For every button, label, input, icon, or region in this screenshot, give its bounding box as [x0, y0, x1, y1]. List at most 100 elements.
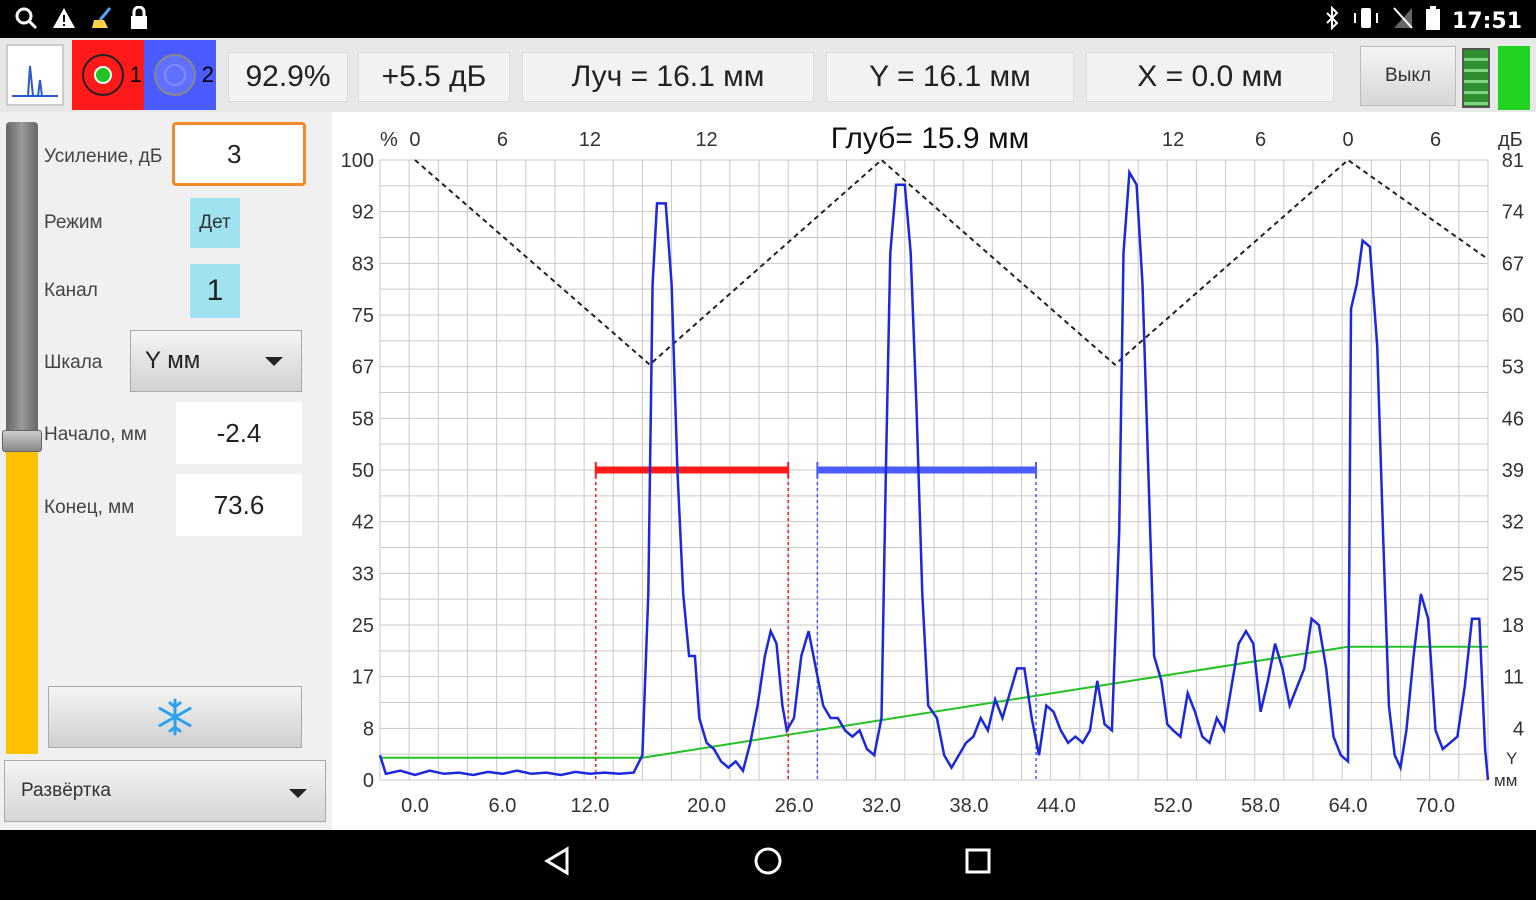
- chart-title: Глуб= 15.9 мм: [831, 122, 1029, 155]
- warning-icon: [52, 6, 76, 36]
- snowflake-icon: [158, 698, 192, 736]
- scale-label: Шкала: [44, 352, 103, 373]
- broom-icon: [90, 6, 114, 36]
- y-readout: Y = 16.1 мм: [826, 52, 1074, 102]
- channel2-label: 2: [201, 62, 214, 87]
- bottom-tick-label: 44.0: [1037, 795, 1076, 817]
- top-tick-label: 6: [1255, 129, 1266, 151]
- start-label: Начало, мм: [44, 424, 147, 445]
- clock: 17:51: [1451, 8, 1522, 34]
- left-tick-label: 8: [363, 718, 374, 740]
- x-axis-unit-mm: мм: [1494, 771, 1517, 790]
- left-axis-unit: %: [380, 129, 398, 151]
- left-tick-label: 0: [363, 770, 374, 792]
- freeze-button[interactable]: [48, 686, 302, 748]
- gain-input[interactable]: 3: [172, 122, 306, 186]
- left-tick-label: 83: [352, 253, 374, 275]
- right-axis-ticks: 4 11 18 25 32 39 46 53 60 67 74 81: [1502, 150, 1524, 740]
- right-tick-label: 74: [1502, 202, 1524, 224]
- left-tick-label: 100: [341, 150, 374, 172]
- recents-icon[interactable]: [963, 845, 993, 885]
- bottom-tick-label: 38.0: [950, 795, 989, 817]
- amplitude-readout: 92.9%: [228, 52, 348, 102]
- top-tick-label: 12: [695, 129, 717, 151]
- channel-label: Канал: [44, 280, 98, 301]
- bluetooth-icon: [1324, 5, 1340, 36]
- lock-icon: [128, 5, 150, 36]
- right-tick-label: 25: [1502, 563, 1524, 585]
- vibrate-icon: [1352, 6, 1380, 36]
- gain-slider-thumb[interactable]: [2, 430, 42, 452]
- bottom-tick-label: 64.0: [1329, 795, 1368, 817]
- channel2-button[interactable]: 2: [144, 40, 216, 110]
- top-tick-label: 0: [1342, 129, 1353, 151]
- ascan-view-button[interactable]: [6, 44, 64, 106]
- left-tick-label: 25: [352, 615, 374, 637]
- gates[interactable]: [594, 462, 1038, 780]
- right-tick-label: 18: [1502, 615, 1524, 637]
- ascan-icon: [12, 65, 58, 97]
- right-tick-label: 32: [1502, 512, 1524, 534]
- end-input[interactable]: 73.6: [176, 474, 302, 536]
- battery-icon: [1425, 6, 1440, 36]
- status-bar: 17:51: [0, 0, 1536, 38]
- channel1-button[interactable]: 1: [72, 40, 144, 110]
- device-battery-indicator: [1462, 48, 1490, 108]
- left-tick-label: 33: [352, 563, 374, 585]
- gain-slider-fill: [6, 442, 38, 754]
- channel1-label: 1: [129, 62, 142, 87]
- right-tick-label: 67: [1502, 253, 1524, 275]
- left-tick-label: 58: [352, 408, 374, 430]
- right-tick-label: 81: [1502, 150, 1524, 172]
- right-tick-label: 4: [1513, 718, 1524, 740]
- left-tick-label: 50: [352, 460, 374, 482]
- right-tick-label: 46: [1502, 408, 1524, 430]
- sweep-select[interactable]: Развёртка: [4, 760, 326, 822]
- bottom-tick-label: 52.0: [1154, 795, 1193, 817]
- mode-label: Режим: [44, 212, 103, 233]
- no-signal-icon: [1392, 6, 1414, 36]
- bottom-tick-label: 70.0: [1416, 795, 1455, 817]
- right-tick-label: 53: [1502, 357, 1524, 379]
- status-indicator: [1498, 46, 1530, 110]
- right-tick-label: 60: [1502, 305, 1524, 327]
- left-tick-label: 92: [352, 202, 374, 224]
- bottom-tick-label: 58.0: [1241, 795, 1280, 817]
- top-tick-label: 6: [497, 129, 508, 151]
- bottom-tick-label: 26.0: [775, 795, 814, 817]
- left-axis-ticks: 0 8 17 25 33 42 50 58 67 75 83 92 100: [341, 150, 374, 792]
- back-icon[interactable]: [543, 845, 573, 885]
- channel-button[interactable]: 1: [190, 264, 240, 318]
- gain-label: Усиление, дБ: [44, 146, 163, 167]
- settings-panel: Усиление, дБ 3 Режим Дет Канал 1 Шкала Y…: [0, 112, 332, 830]
- scale-select[interactable]: Y мм: [130, 330, 302, 392]
- chevron-down-icon: [289, 789, 307, 798]
- beam-readout: Луч = 16.1 мм: [522, 52, 814, 102]
- mode-button[interactable]: Дет: [190, 198, 240, 248]
- top-tick-label: 0: [409, 129, 420, 151]
- scale-value: Y мм: [145, 347, 201, 374]
- off-button[interactable]: Выкл: [1360, 46, 1456, 106]
- left-tick-label: 67: [352, 357, 374, 379]
- right-tick-label: 11: [1503, 667, 1524, 689]
- search-icon: [14, 6, 38, 36]
- sweep-label: Развёртка: [21, 780, 111, 801]
- start-input[interactable]: -2.4: [176, 402, 302, 464]
- x-axis-unit-y: Y: [1506, 749, 1517, 768]
- left-tick-label: 75: [352, 305, 374, 327]
- right-axis-unit: дБ: [1498, 129, 1523, 151]
- bottom-tick-label: 32.0: [862, 795, 901, 817]
- channel1-target-icon: [82, 54, 124, 96]
- top-tick-label: 12: [579, 129, 601, 151]
- top-tick-label: 12: [1162, 129, 1184, 151]
- chevron-down-icon: [265, 357, 283, 366]
- x-readout: X = 0.0 мм: [1086, 52, 1334, 102]
- home-icon[interactable]: [753, 845, 783, 885]
- ascan-chart[interactable]: 0 8 17 25 33 42 50 58 67 75 83 92 100 4 11 18 25 32 39 46 5…: [332, 112, 1536, 830]
- bottom-axis-ticks: 0.0 6.0 12.0 20.0 26.0 32.0 38.0 44.0 52.0 58.0 64…: [401, 795, 1455, 817]
- gain-delta-readout: +5.5 дБ: [358, 52, 510, 102]
- toolbar: 1 2 92.9% +5.5 дБ Луч = 16.1 мм Y = 16.1…: [0, 38, 1536, 112]
- top-tick-label: 6: [1430, 129, 1441, 151]
- left-tick-label: 42: [352, 512, 374, 534]
- navigation-bar: [0, 830, 1536, 900]
